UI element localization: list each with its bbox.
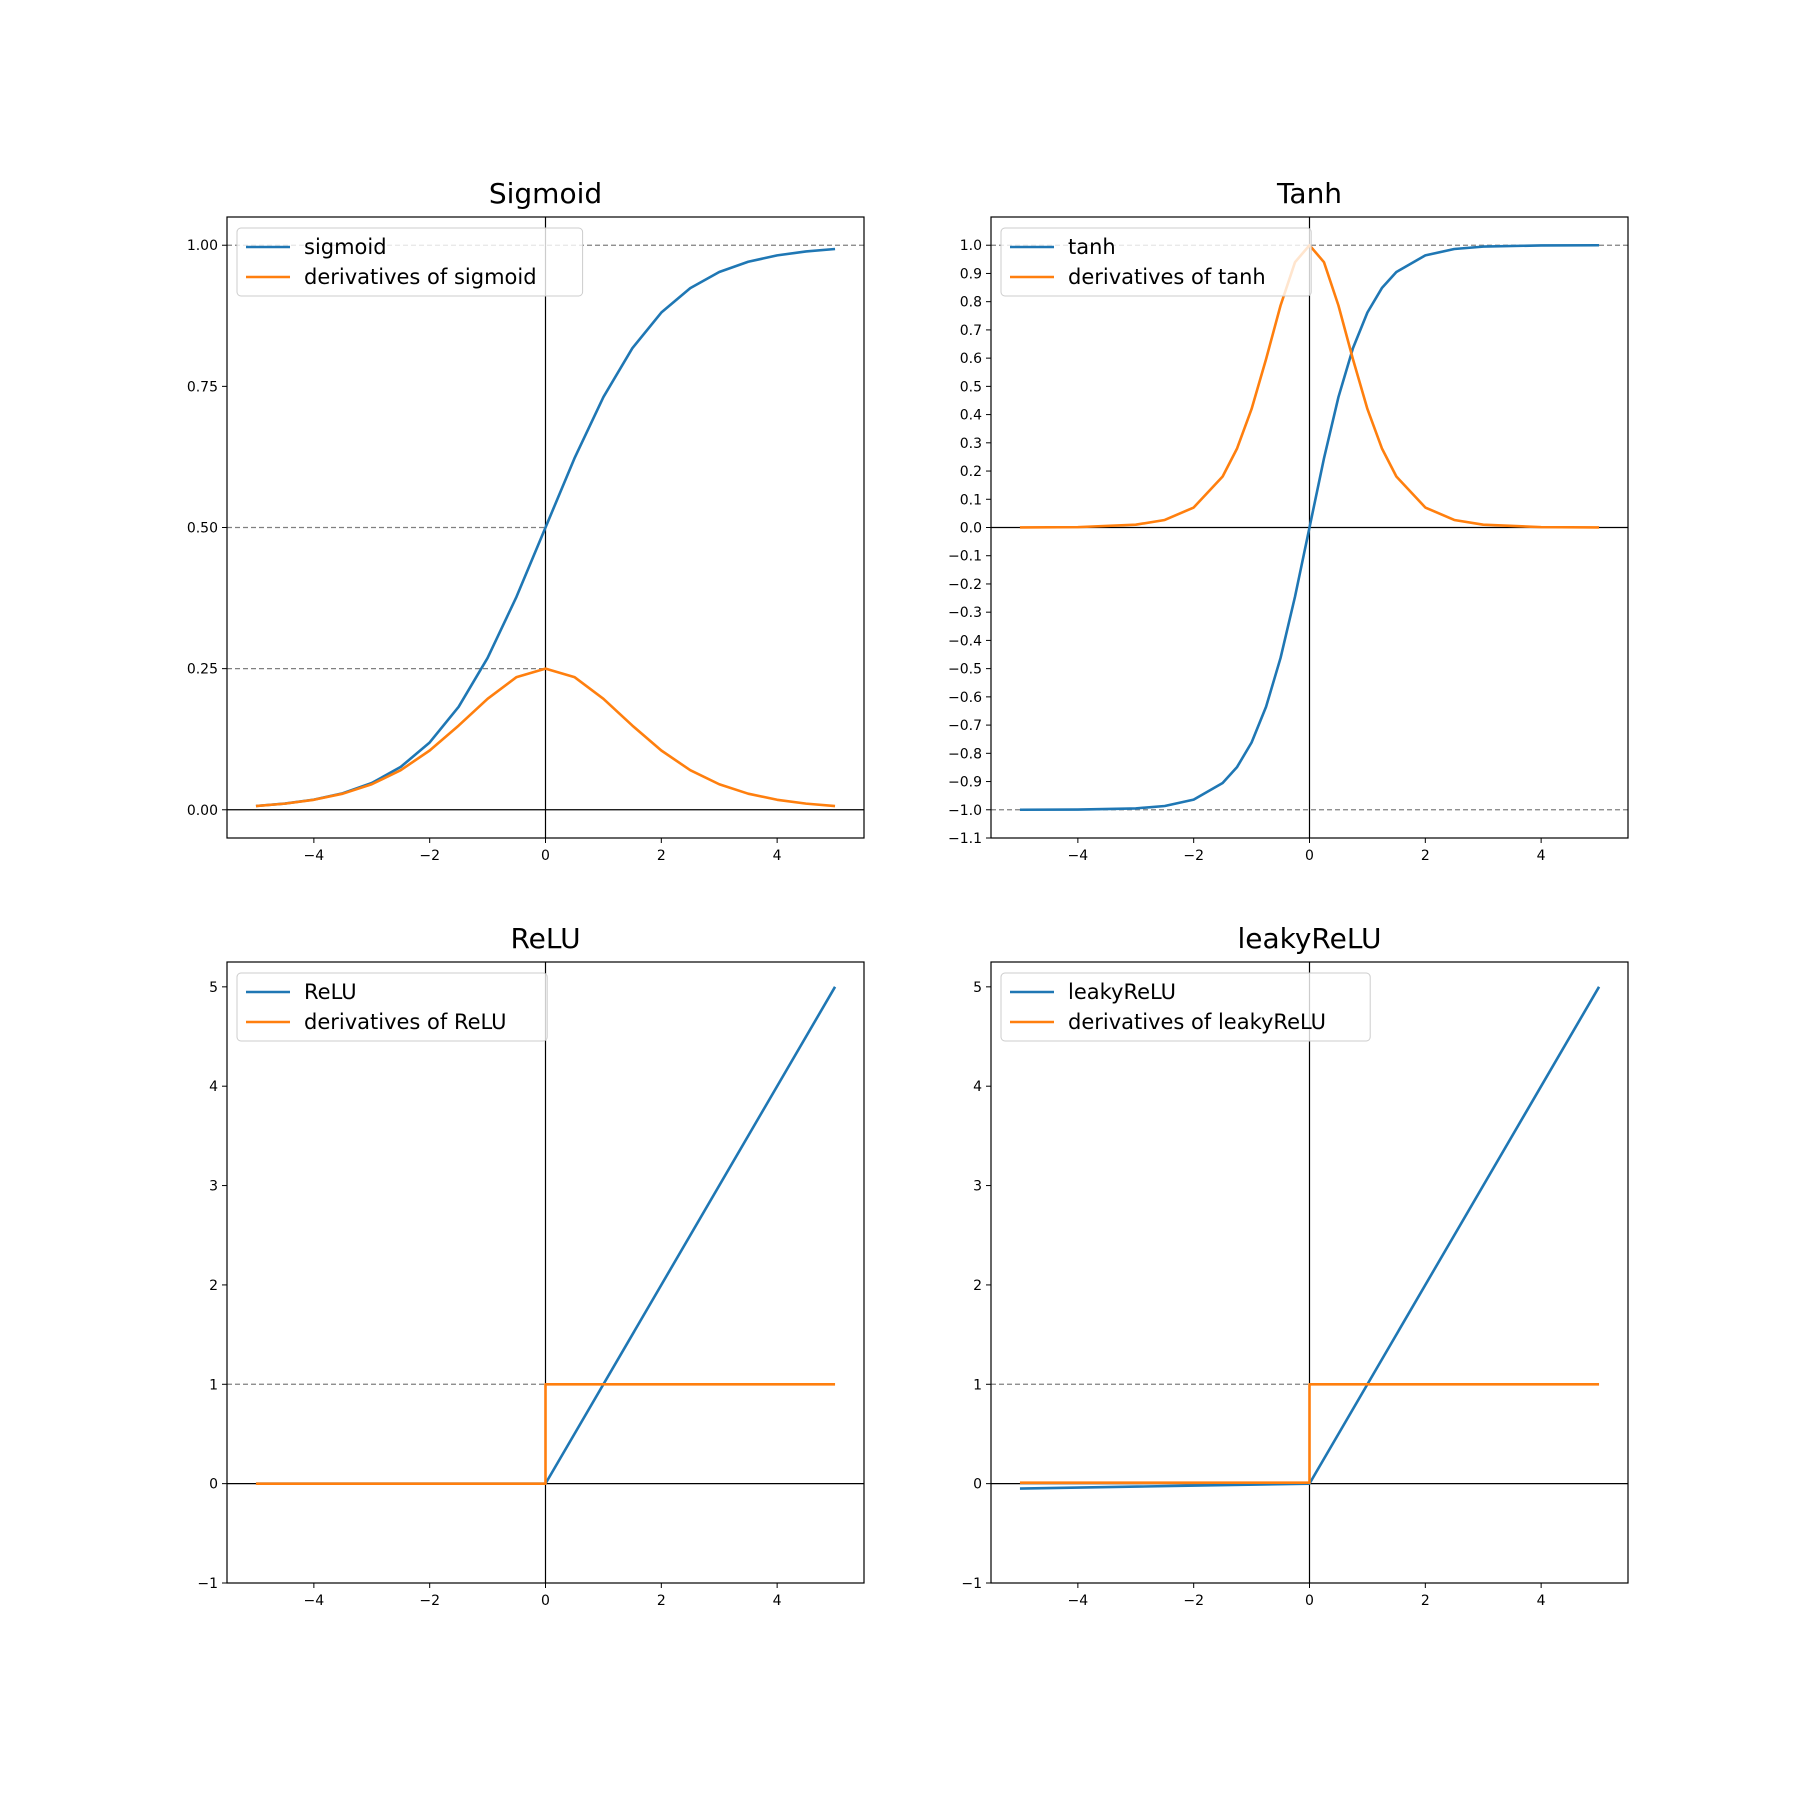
legend-label: sigmoid — [304, 235, 387, 259]
legend-label: ReLU — [304, 980, 357, 1004]
x-tick-label: −2 — [1183, 848, 1204, 864]
y-tick-label: 0.25 — [187, 662, 218, 678]
legend: sigmoid derivatives of sigmoid — [236, 227, 584, 297]
x-tick-label: 2 — [1421, 848, 1430, 864]
y-tick-label: 0.4 — [960, 408, 982, 424]
x-tick-label: −4 — [304, 1593, 325, 1609]
y-tick-label: −1.1 — [948, 831, 982, 847]
x-tick-label: −2 — [419, 1593, 440, 1609]
legend-box — [236, 227, 584, 297]
y-tick-label: 4 — [209, 1079, 218, 1095]
y-tick-label: −0.7 — [948, 718, 982, 734]
y-tick-label: −0.3 — [948, 605, 982, 621]
subplot-relu: ReLU −4 −2 0 2 4 −1 0 1 2 3 4 5 ReLU derivatives of Re… — [197, 922, 865, 1609]
y-tick-label: 2 — [209, 1278, 218, 1294]
x-tick-label: −4 — [304, 848, 325, 864]
y-tick-label: −1.0 — [948, 803, 982, 819]
legend-label: derivatives of tanh — [1068, 265, 1266, 289]
subplot-sigmoid: Sigmoid −4 −2 0 2 4 0.00 0.25 0.50 0.75 1.00 sigmoi… — [187, 177, 865, 864]
legend-label: derivatives of leakyReLU — [1068, 1010, 1326, 1034]
y-tick-label: 0.9 — [960, 266, 982, 282]
chart-title: Tanh — [1276, 177, 1342, 210]
series-line-function — [1019, 243, 1600, 812]
x-tick-label: 4 — [1537, 1593, 1546, 1609]
y-tick-label: 0 — [973, 1477, 982, 1493]
legend-box — [1000, 972, 1371, 1042]
y-tick-label: 5 — [973, 980, 982, 996]
y-tick-label: 3 — [973, 1179, 982, 1195]
subplot-tanh: Tanh −4 −2 0 2 4 −1.1 −1.0 −0.9 −0.8 −0.7 −0.6 −0.5 −… — [948, 177, 1629, 864]
y-tick-label: 2 — [973, 1278, 982, 1294]
x-tick-label: 4 — [1537, 848, 1546, 864]
y-tick-label: 1 — [973, 1377, 982, 1393]
y-tick-label: 0.7 — [960, 323, 982, 339]
y-tick-label: −0.8 — [948, 746, 982, 762]
x-tick-label: 0 — [541, 1593, 550, 1609]
series-line-derivative — [1019, 1382, 1600, 1484]
chart-title: ReLU — [510, 922, 580, 955]
x-tick-label: 4 — [773, 848, 782, 864]
y-tick-label: 0.3 — [960, 436, 982, 452]
subplots: Sigmoid−4 −2 0 2 40.000.250.500.751.00 sigmoi… — [187, 177, 1629, 1609]
y-tick-label: 3 — [209, 1179, 218, 1195]
legend: leakyReLU derivatives of leakyReLU — [1000, 972, 1371, 1042]
y-tick-label: 1.00 — [187, 238, 218, 254]
y-tick-label: −0.9 — [948, 775, 982, 791]
y-tick-label: −0.4 — [948, 633, 982, 649]
chart-title: leakyReLU — [1237, 922, 1381, 955]
x-tick-label: −2 — [1183, 1593, 1204, 1609]
legend-label: derivatives of sigmoid — [304, 265, 537, 289]
legend-label: leakyReLU — [1068, 980, 1176, 1004]
series-line-derivative — [255, 667, 836, 808]
x-tick-label: 2 — [657, 1593, 666, 1609]
y-tick-label: 0.6 — [960, 351, 982, 367]
x-tick-label: 0 — [541, 848, 550, 864]
legend-box — [1000, 227, 1312, 297]
y-tick-label: 5 — [209, 980, 218, 996]
x-tick-label: −2 — [419, 848, 440, 864]
y-tick-label: −1 — [961, 1576, 982, 1592]
x-tick-label: −4 — [1068, 1593, 1089, 1609]
y-tick-label: 0.1 — [960, 492, 982, 508]
legend-label: derivatives of ReLU — [304, 1010, 507, 1034]
subplot-leakyrelu: leakyReLU −4 −2 0 2 4 −1 0 1 2 3 4 5 leakyReLU derivat… — [961, 922, 1629, 1609]
x-tick-label: 2 — [1421, 1593, 1430, 1609]
y-tick-label: 0 — [209, 1477, 218, 1493]
legend-label: tanh — [1068, 235, 1116, 259]
y-tick-label: 0.00 — [187, 803, 218, 819]
x-tick-label: −4 — [1068, 848, 1089, 864]
series-line-derivative — [255, 1382, 836, 1485]
y-tick-label: 0.5 — [960, 379, 982, 395]
y-tick-label: −0.6 — [948, 690, 982, 706]
y-tick-label: 0.2 — [960, 464, 982, 480]
x-tick-label: 4 — [773, 1593, 782, 1609]
y-tick-label: 1.0 — [960, 238, 982, 254]
y-tick-label: −1 — [197, 1576, 218, 1592]
y-tick-label: −0.1 — [948, 549, 982, 565]
x-tick-label: 0 — [1305, 848, 1314, 864]
legend-box — [236, 972, 548, 1042]
y-tick-label: 0.50 — [187, 521, 218, 537]
y-tick-label: −0.5 — [948, 662, 982, 678]
y-tick-label: 4 — [973, 1079, 982, 1095]
chart-title: Sigmoid — [489, 177, 602, 210]
y-tick-label: 0.8 — [960, 295, 982, 311]
y-tick-label: −0.2 — [948, 577, 982, 593]
y-tick-label: 0.75 — [187, 379, 218, 395]
x-tick-label: 0 — [1305, 1593, 1314, 1609]
y-tick-label: 1 — [209, 1377, 218, 1393]
legend: ReLU derivatives of ReLU — [236, 972, 548, 1042]
y-tick-label: 0.0 — [960, 521, 982, 537]
x-tick-label: 2 — [657, 848, 666, 864]
legend: tanh derivatives of tanh — [1000, 227, 1312, 297]
